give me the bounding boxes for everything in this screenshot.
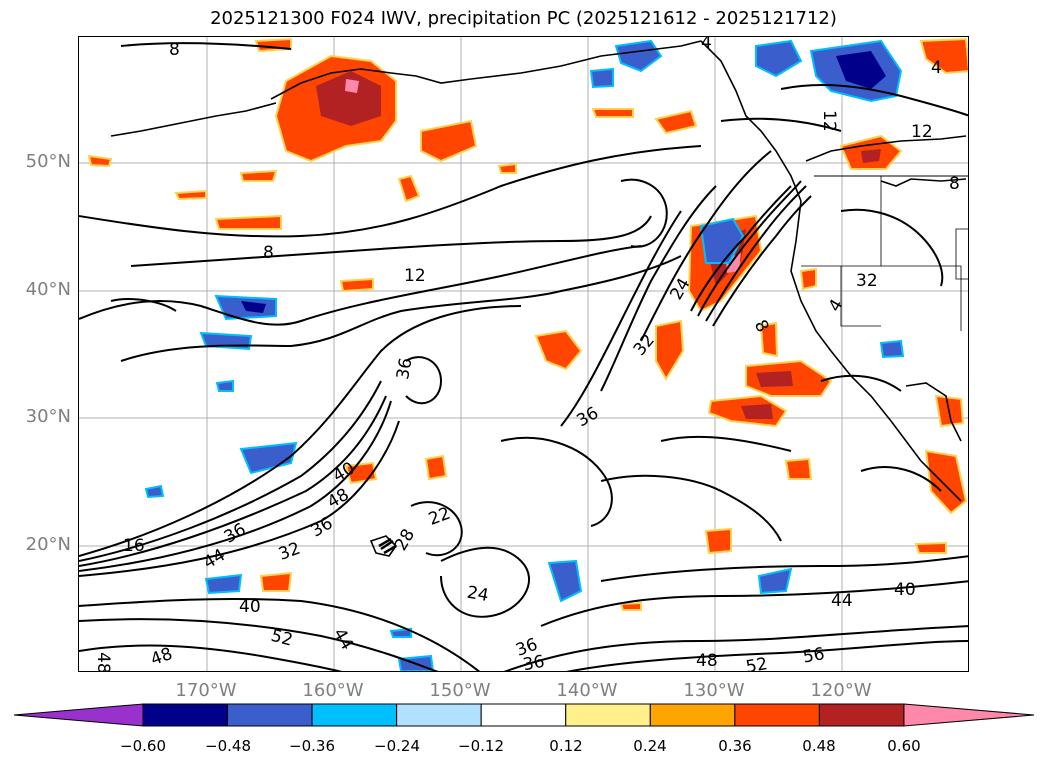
colorbar-segment	[649, 703, 736, 727]
contour-label: 4	[825, 296, 848, 315]
lat-label-50n: 50°N	[25, 151, 71, 172]
lon-label-150w: 150°W	[429, 680, 491, 701]
contour-label: 44	[329, 625, 357, 654]
contour-label: 44	[831, 591, 853, 611]
graticule	[79, 37, 968, 671]
colorbar-segment	[565, 703, 651, 727]
colorbar-segment	[818, 703, 905, 727]
colorbar-tick-label: −0.60	[120, 737, 166, 755]
contour-label: 48	[324, 485, 353, 513]
contour-label: 32	[630, 330, 659, 359]
colorbar-segment	[480, 703, 567, 727]
precip-positive-shading	[87, 37, 968, 611]
colorbar-segment	[734, 703, 820, 727]
contour-label: 12	[404, 266, 426, 286]
precip-negative-shading	[144, 39, 905, 671]
contour-label: 48	[93, 652, 113, 672]
lon-label-120w: 120°W	[810, 680, 872, 701]
colorbar-extend-max	[903, 703, 1035, 727]
contour-label: 52	[744, 654, 769, 672]
contour-label: 48	[148, 644, 175, 670]
map-panel: 8 8 12 4 12 8 4 12 8 36 36 32 24 32 36 4…	[78, 36, 969, 672]
contour-label: 8	[263, 243, 274, 263]
lon-label-130w: 130°W	[683, 680, 745, 701]
colorbar-tick-label: −0.12	[458, 737, 504, 755]
lat-label-30n: 30°N	[25, 406, 71, 427]
contour-label: 4	[931, 58, 942, 78]
contour-label: 12	[911, 122, 933, 142]
contour-label: 52	[269, 626, 295, 651]
contour-label: 36	[308, 513, 337, 541]
map-title: 2025121300 F024 IWV, precipitation PC (2…	[210, 8, 837, 29]
colorbar-tick-label: −0.36	[289, 737, 335, 755]
contour-label: 4	[701, 37, 712, 53]
contour-label: 12	[819, 110, 839, 132]
iwv-contours	[79, 42, 968, 671]
lat-label-20n: 20°N	[25, 534, 71, 555]
contour-label: 8	[169, 40, 180, 60]
colorbar-segments	[13, 703, 1035, 727]
colorbar-tick-label: 0.36	[718, 737, 752, 755]
contour-label: 40	[239, 597, 261, 617]
lon-label-140w: 140°W	[556, 680, 618, 701]
colorbar	[13, 703, 1035, 727]
contour-label: 36	[393, 356, 416, 381]
contour-label: 48	[696, 651, 718, 671]
contour-label: 8	[949, 174, 960, 194]
contour-label: 44	[200, 545, 229, 573]
contour-label: 16	[123, 536, 145, 556]
colorbar-tick-label: 0.48	[802, 737, 836, 755]
colorbar-segment	[142, 703, 229, 727]
colorbar-tick-label: −0.48	[205, 737, 251, 755]
colorbar-tick-label: 0.12	[549, 737, 583, 755]
colorbar-extend-min	[13, 703, 144, 727]
contour-label: 36	[221, 520, 250, 548]
contour-label: 36	[521, 652, 546, 672]
contour-label: 32	[856, 271, 878, 291]
map-canvas: 8 8 12 4 12 8 4 12 8 36 36 32 24 32 36 4…	[79, 37, 968, 672]
lon-label-170w: 170°W	[175, 680, 237, 701]
contour-label: 40	[894, 580, 916, 600]
contour-label: 56	[801, 644, 826, 667]
contour-label: 24	[465, 583, 490, 606]
colorbar-tick-label: −0.24	[374, 737, 420, 755]
contour-label: 36	[573, 403, 602, 431]
contour-label: 32	[276, 539, 303, 565]
colorbar-tick-label: 0.60	[887, 737, 921, 755]
colorbar-segment	[227, 703, 313, 727]
contour-label: 28	[391, 526, 419, 555]
colorbar-segment	[311, 703, 398, 727]
lon-label-160w: 160°W	[302, 680, 364, 701]
lat-label-40n: 40°N	[25, 279, 71, 300]
colorbar-tick-label: 0.24	[633, 737, 667, 755]
colorbar-segment	[396, 703, 482, 727]
